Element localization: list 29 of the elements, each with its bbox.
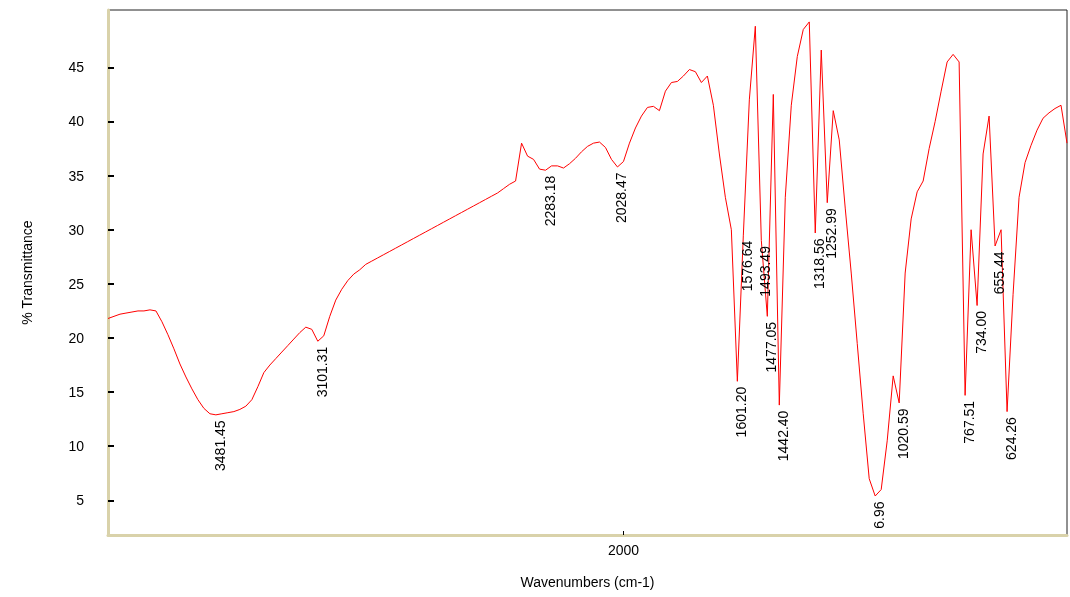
annotation: 624.26 <box>1003 416 1020 460</box>
annotation: 1601.20 <box>733 386 750 438</box>
annotation: 3101.31 <box>313 346 330 398</box>
y-tick-label: 30 <box>68 221 85 238</box>
y-tick-label: 10 <box>68 438 85 455</box>
annotation: 2028.47 <box>613 172 630 224</box>
annotation: 3481.45 <box>211 420 228 471</box>
annotation: 1477.05 <box>763 321 780 373</box>
x-tick-label: 2000 <box>607 542 640 558</box>
y-tick-label: 45 <box>68 59 85 76</box>
y-tick-label: 15 <box>68 384 85 401</box>
y-tick-label: 40 <box>68 113 85 130</box>
y-axis-title: % Transmittance <box>19 220 35 325</box>
y-tick-label: 5 <box>76 492 85 509</box>
annotation: 1252.99 <box>823 207 840 259</box>
annotation: 767.51 <box>961 400 978 444</box>
annotation: 1442.40 <box>775 410 792 462</box>
annotation: 655.44 <box>991 251 1008 295</box>
annotation: 2283.18 <box>541 175 558 227</box>
line-series <box>107 21 1068 497</box>
y-tick-label: 25 <box>68 275 85 292</box>
annotation: 1020.59 <box>895 408 912 460</box>
annotation: 734.00 <box>973 310 990 354</box>
y-tick-label: 35 <box>68 167 85 184</box>
annotation: 6.96 <box>871 501 888 529</box>
y-tick-label: 20 <box>68 329 85 346</box>
annotation: 1493.49 <box>757 245 774 297</box>
x-axis-title: Wavenumbers (cm-1) <box>520 574 655 590</box>
annotation: 1576.64 <box>739 240 756 292</box>
